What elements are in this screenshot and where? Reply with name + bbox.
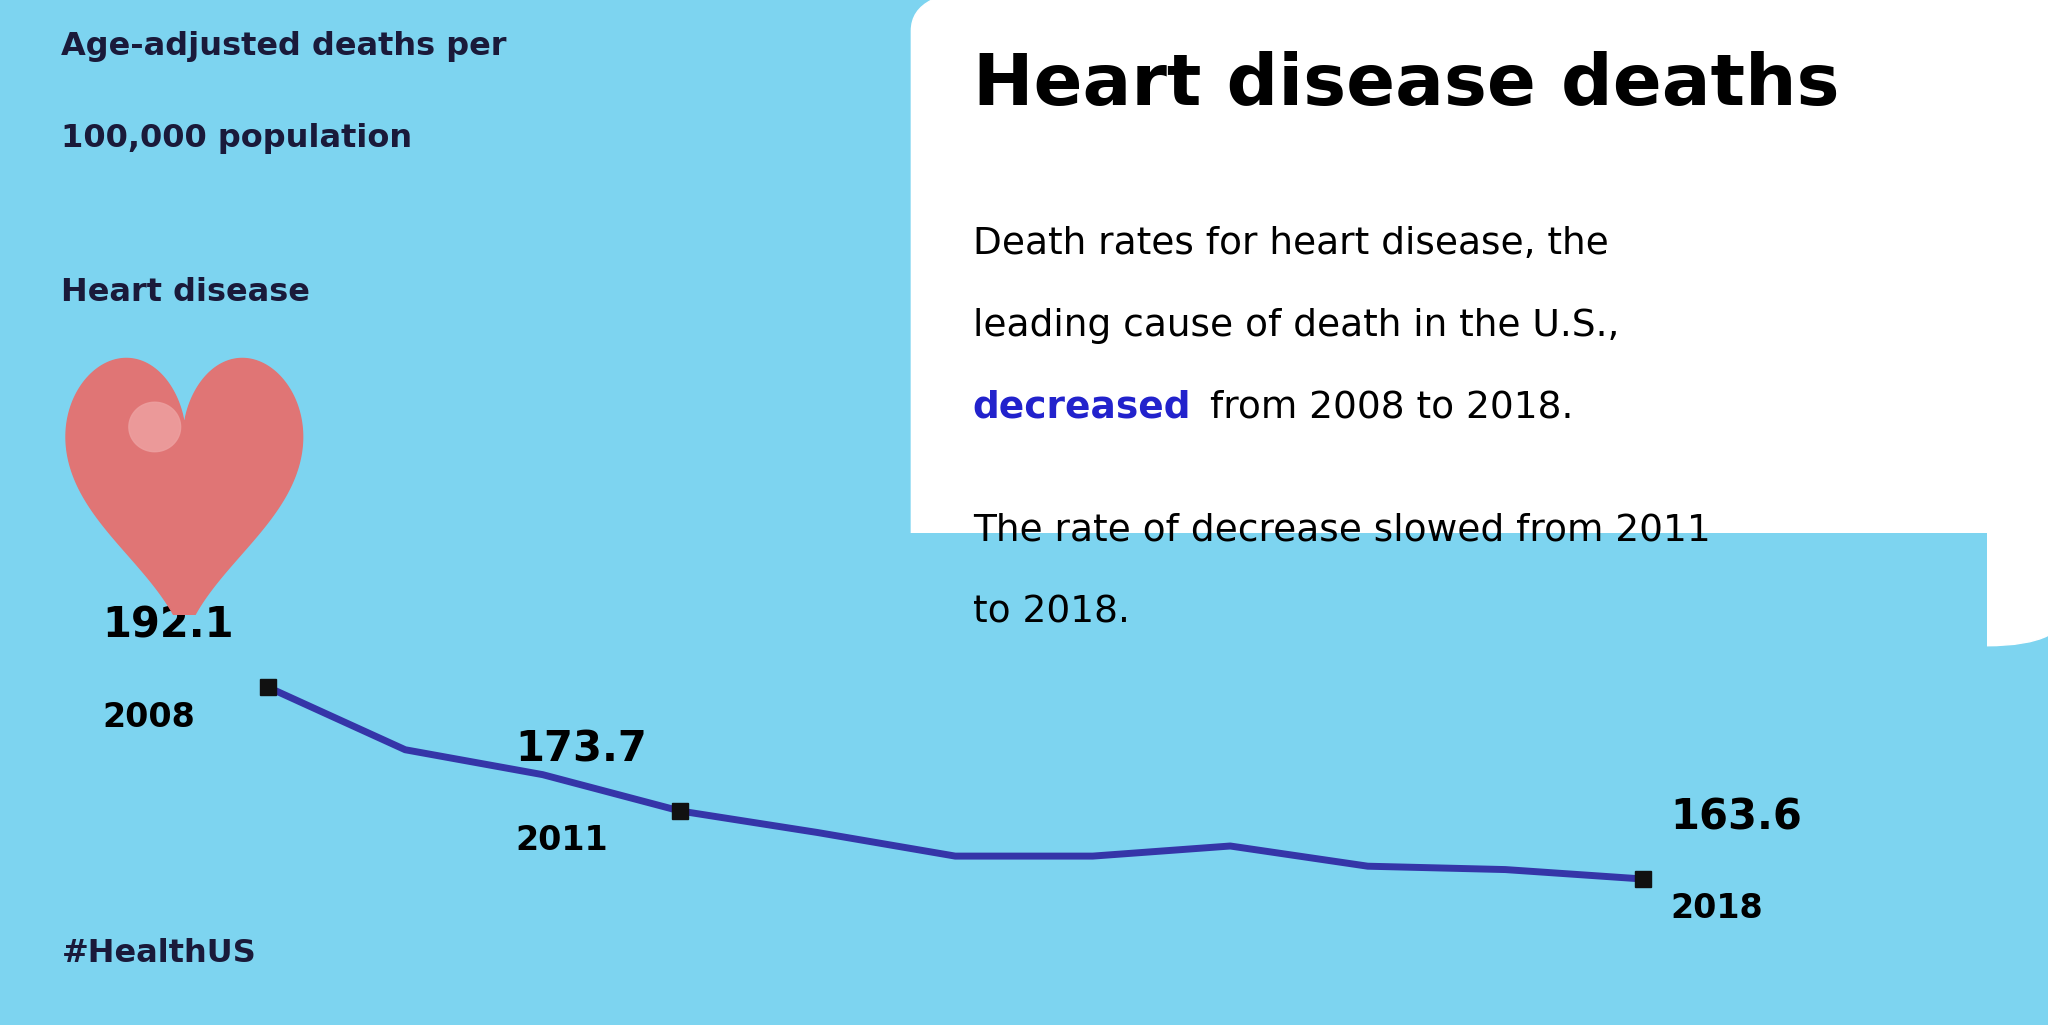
Text: Age-adjusted deaths per: Age-adjusted deaths per <box>61 31 508 62</box>
Text: from 2008 to 2018.: from 2008 to 2018. <box>1210 390 1573 425</box>
Text: leading cause of death in the U.S.,: leading cause of death in the U.S., <box>973 308 1620 343</box>
Text: 163.6: 163.6 <box>1671 796 1802 838</box>
Text: Heart disease: Heart disease <box>61 277 311 308</box>
Text: Death rates for heart disease, the: Death rates for heart disease, the <box>973 226 1608 261</box>
Text: The rate of decrease slowed from 2011: The rate of decrease slowed from 2011 <box>973 512 1710 548</box>
Text: Heart disease deaths: Heart disease deaths <box>973 51 1839 120</box>
Text: 2018: 2018 <box>1671 893 1763 926</box>
Text: 2008: 2008 <box>102 701 195 734</box>
Text: 173.7: 173.7 <box>516 729 647 771</box>
Text: #HealthUS: #HealthUS <box>61 938 256 969</box>
Polygon shape <box>129 402 180 452</box>
Text: decreased: decreased <box>973 390 1192 425</box>
Text: 192.1: 192.1 <box>102 605 233 647</box>
Text: 2011: 2011 <box>516 824 608 858</box>
Polygon shape <box>66 359 303 645</box>
Text: to 2018.: to 2018. <box>973 594 1130 630</box>
Text: 100,000 population: 100,000 population <box>61 123 412 154</box>
